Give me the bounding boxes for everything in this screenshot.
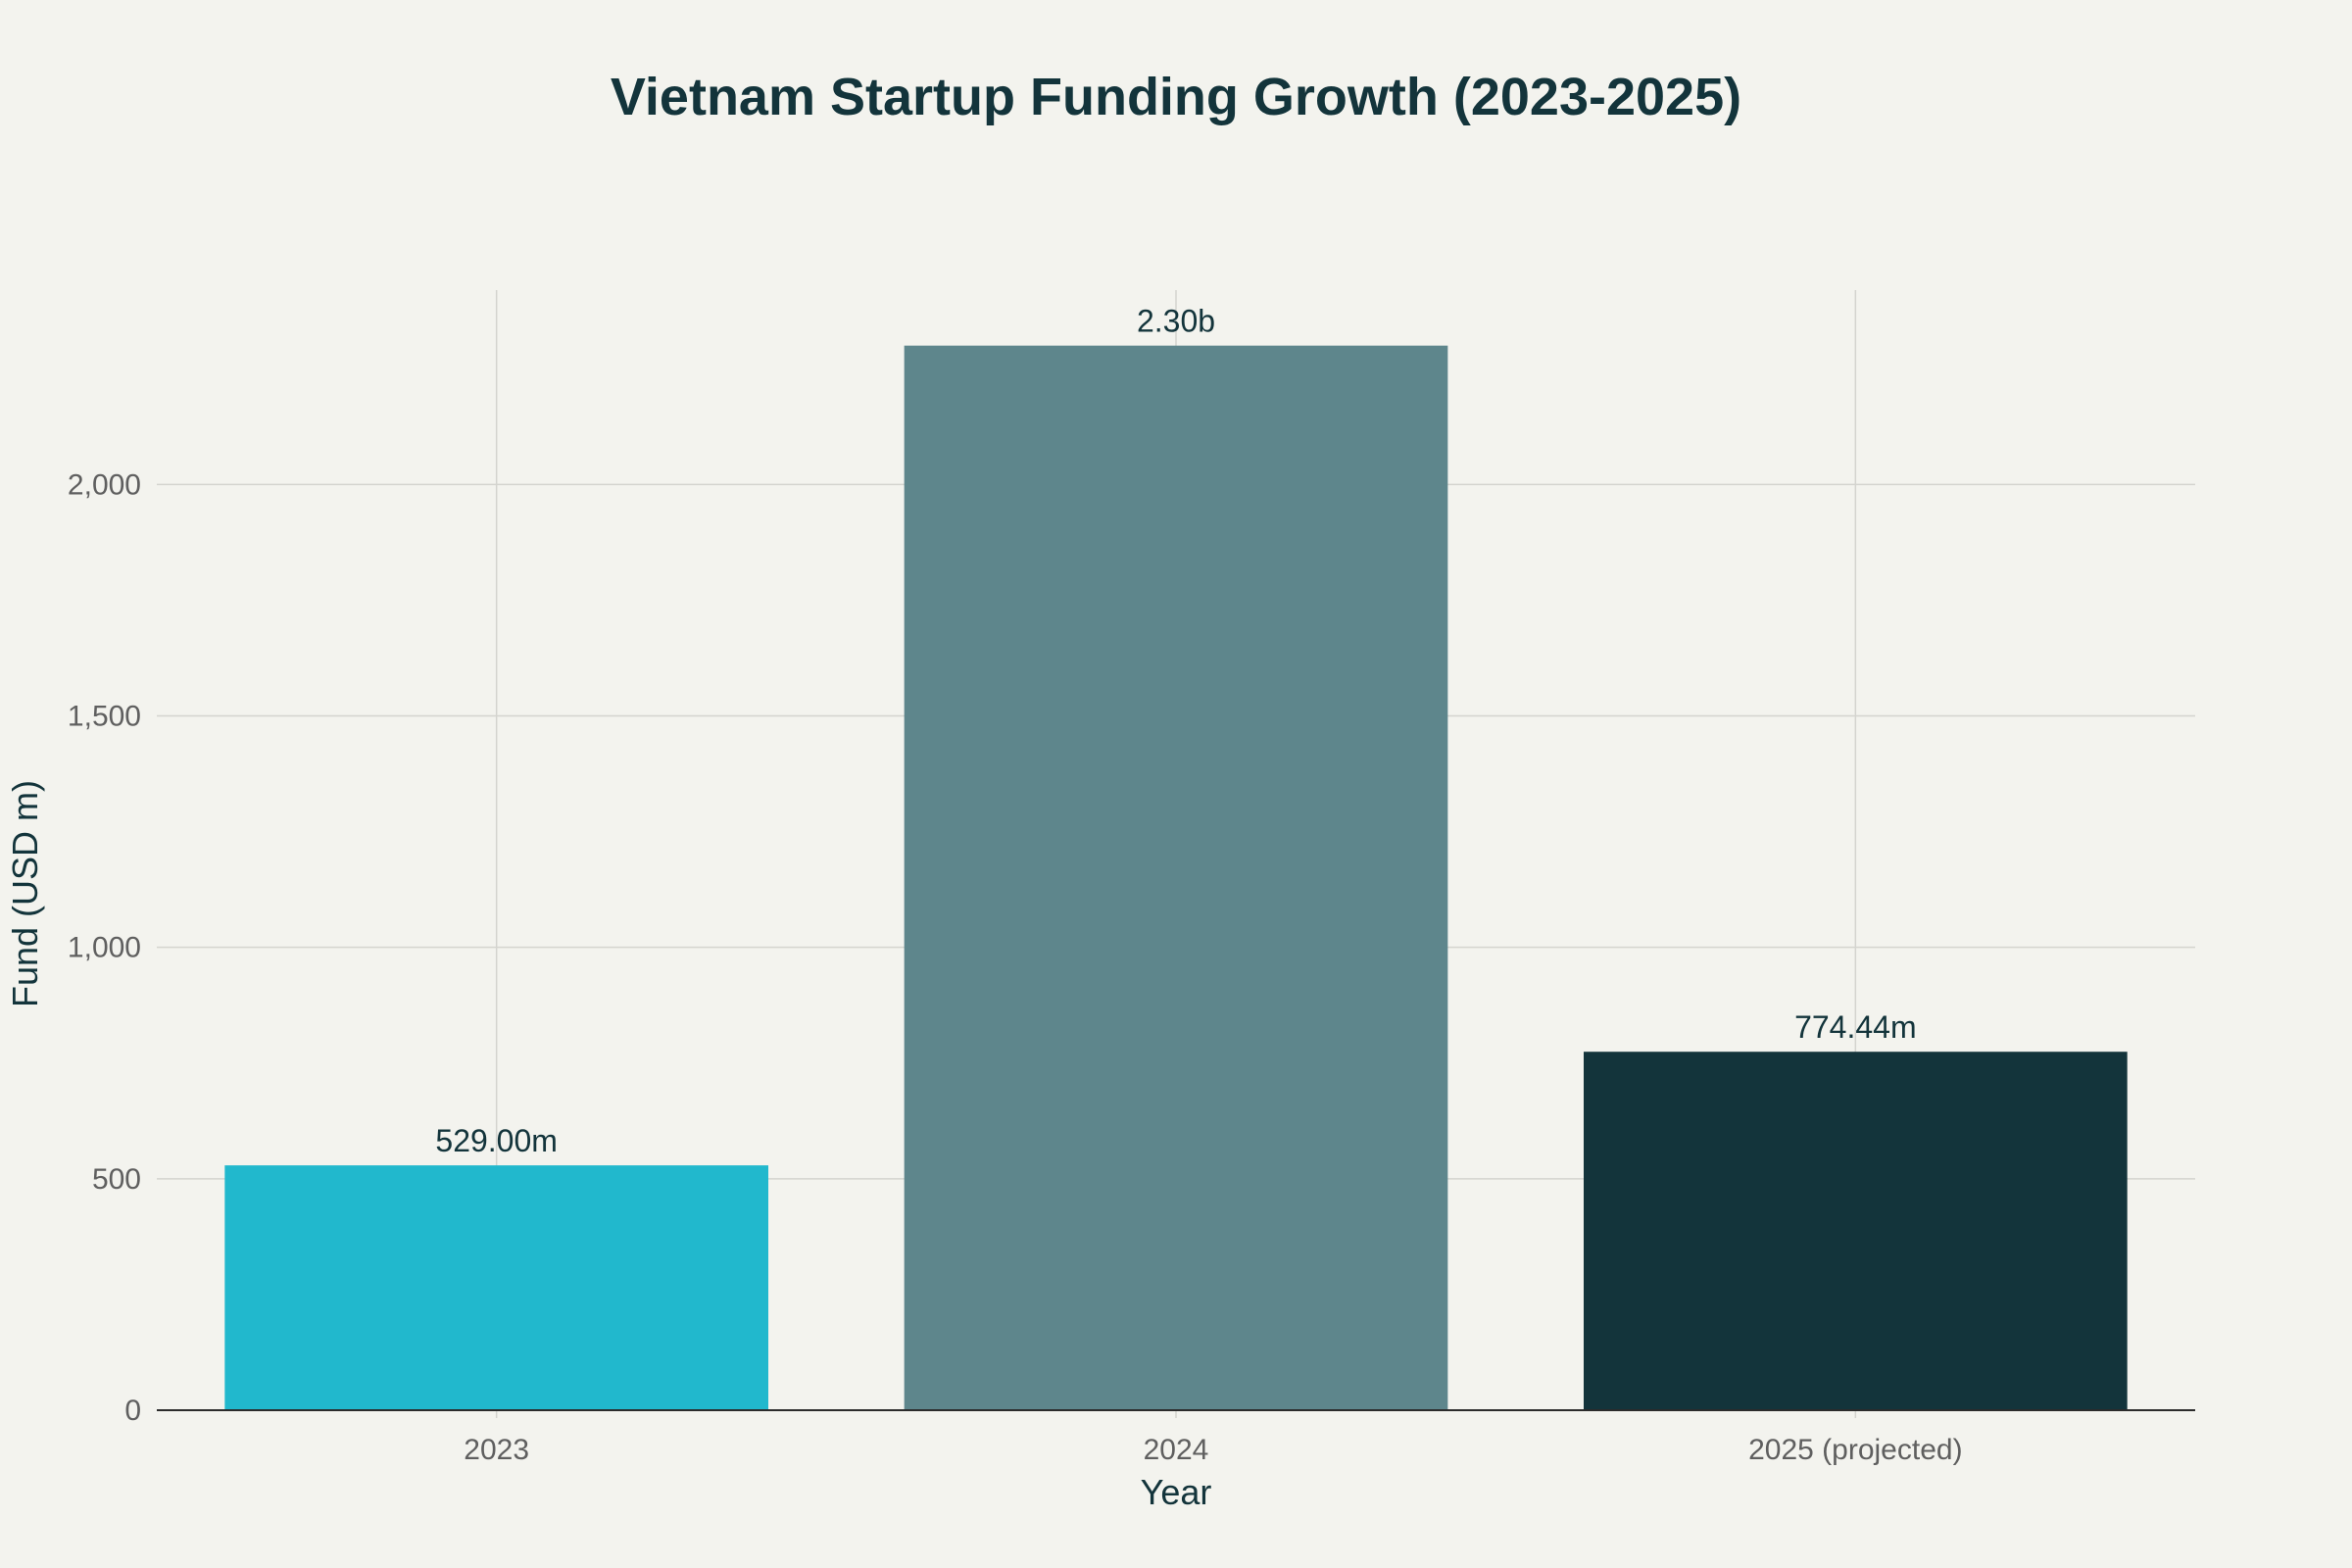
bar-value-label: 2.30b — [1137, 304, 1215, 339]
chart-title: Vietnam Startup Funding Growth (2023-202… — [611, 68, 1741, 126]
bar-value-label: 774.44m — [1794, 1009, 1917, 1045]
y-tick-label: 0 — [124, 1395, 141, 1427]
bar-2023 — [224, 1165, 769, 1410]
y-tick-label: 500 — [92, 1163, 141, 1196]
bars — [224, 345, 2128, 1410]
bar-value-label: 529.00m — [435, 1123, 558, 1158]
x-axis-title: Year — [1141, 1472, 1212, 1512]
x-tick-label: 2023 — [464, 1434, 529, 1466]
bar-2024 — [904, 345, 1448, 1410]
data-labels: 529.00m 2.30b 774.44m — [435, 304, 1916, 1158]
x-tick-label: 2025 (projected) — [1748, 1434, 1962, 1466]
x-tick-label: 2024 — [1144, 1434, 1209, 1466]
axes: 0 500 1,000 1,500 2,000 2023 2024 2025 (project… — [68, 468, 2195, 1466]
y-tick-label: 1,000 — [68, 932, 141, 964]
y-tick-label: 1,500 — [68, 701, 141, 733]
bar-2025-projected — [1584, 1052, 2128, 1410]
y-axis-title: Fund (USD m) — [5, 780, 45, 1007]
y-tick-label: 2,000 — [68, 468, 141, 501]
